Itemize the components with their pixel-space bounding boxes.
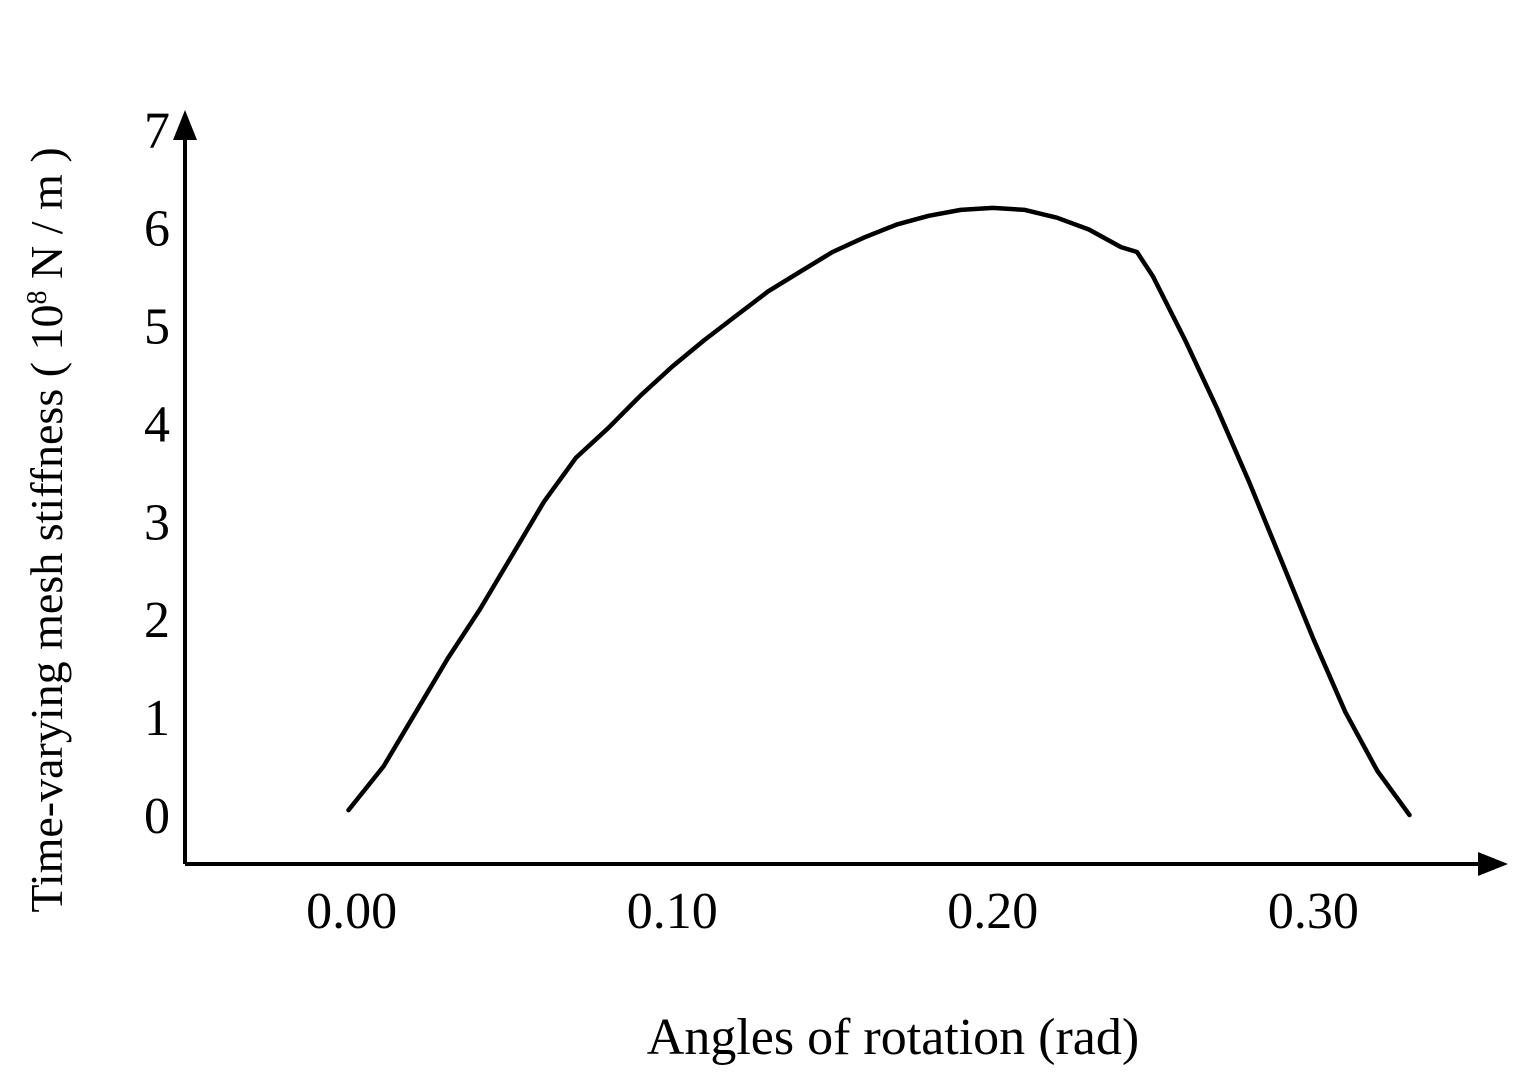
x-axis-arrow	[1478, 852, 1508, 876]
y-tick-label: 6	[144, 201, 170, 258]
y-tick-label: 1	[144, 690, 170, 747]
y-axis-title-superscript: 8	[22, 290, 53, 304]
x-tick-label: 0.00	[306, 883, 397, 940]
y-axis-arrow	[173, 110, 197, 140]
chart-axes	[173, 110, 1508, 876]
y-axis-title-prefix: Time-varying mesh stiffness ( 10	[21, 304, 72, 912]
y-tick-label: 0	[144, 788, 170, 845]
stiffness-curve	[346, 205, 1412, 818]
y-axis-title: Time-varying mesh stiffness ( 108 N / m …	[21, 147, 72, 912]
y-tick-label: 7	[144, 103, 170, 160]
y-tick-labels: 0 1 2 3 4 5 6 7	[144, 103, 170, 845]
x-tick-labels: 0.00 0.10 0.20 0.30	[306, 883, 1359, 940]
x-axis-title: Angles of rotation (rad)	[647, 1009, 1139, 1066]
x-tick-label: 0.20	[947, 883, 1038, 940]
y-axis-title-suffix: N / m )	[21, 147, 72, 290]
y-tick-label: 2	[144, 592, 170, 649]
x-tick-label: 0.10	[627, 883, 718, 940]
x-tick-label: 0.30	[1268, 883, 1359, 940]
y-tick-label: 3	[144, 494, 170, 551]
y-tick-label: 4	[144, 396, 170, 453]
y-tick-label: 5	[144, 298, 170, 355]
